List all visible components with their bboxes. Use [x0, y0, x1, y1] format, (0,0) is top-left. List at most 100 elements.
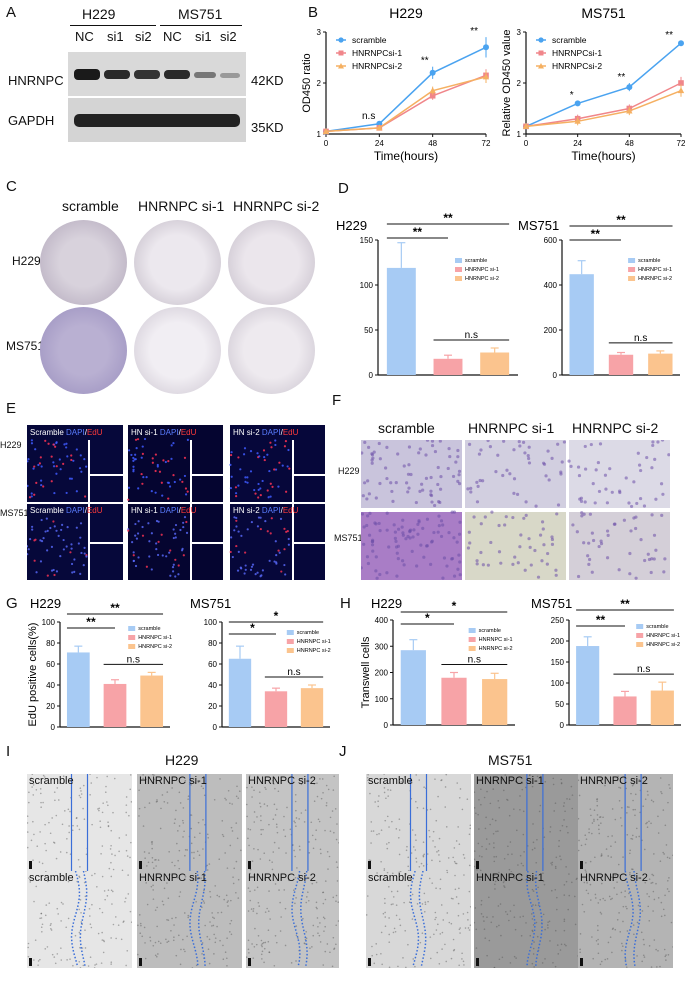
- y-axis-label: Relative OD450 value: [501, 29, 513, 136]
- significance-label: n.s: [287, 667, 300, 678]
- scale-bar: [368, 958, 371, 966]
- legend-label: HNRNPC si-1: [465, 267, 499, 273]
- legend-swatch: [628, 258, 636, 263]
- scale-bar: [29, 958, 32, 966]
- panel-label-g: G: [6, 595, 18, 612]
- bar: [140, 675, 164, 727]
- data-point: [482, 73, 490, 80]
- lane-label: si2: [135, 29, 152, 44]
- wound-edge-line: [418, 871, 427, 968]
- x-tick-label: 72: [482, 139, 491, 148]
- legend-label: HNRNPC si-2: [138, 644, 172, 650]
- chart-title: MS751: [581, 5, 626, 21]
- edu-caption: HN si-2 DAPI/EdU: [233, 428, 299, 437]
- legend-marker: [538, 37, 544, 43]
- y-tick-label: 2: [317, 79, 322, 88]
- chart-title: MS751: [190, 596, 231, 611]
- data-point: [626, 84, 633, 91]
- bar: [228, 658, 252, 727]
- legend-swatch: [636, 633, 644, 638]
- y-tick-label: 1: [317, 130, 322, 139]
- transwell-col-label: HNRNPC si-2: [572, 420, 659, 436]
- series-line: [525, 42, 682, 128]
- data-point: [522, 122, 530, 129]
- y-tick-label: 3: [517, 28, 522, 37]
- x-tick-label: 24: [573, 139, 582, 148]
- significance-label: **: [616, 213, 626, 227]
- legend-swatch: [628, 267, 636, 272]
- edu-caption: HN si-1 DAPI/EdU: [131, 506, 197, 515]
- legend-label: scramble: [465, 258, 487, 264]
- y-axis-label: Transwell cells: [360, 636, 372, 708]
- chart-title: H229: [389, 5, 423, 21]
- significance-label: **: [413, 225, 423, 239]
- significance-label: n.s: [634, 333, 647, 344]
- significance-label: **: [618, 72, 626, 83]
- legend-label: HNRNPCsi-2: [352, 61, 402, 71]
- bar: [480, 352, 510, 375]
- wound-edge-line: [291, 871, 301, 968]
- chart-title: MS751: [518, 218, 559, 233]
- y-tick-label: 100: [375, 695, 389, 704]
- bar: [576, 646, 600, 725]
- scale-bar: [248, 861, 251, 869]
- blot-group-h229: H229: [82, 6, 116, 22]
- scale-bar: [580, 958, 583, 966]
- legend-label: HNRNPCsi-1: [552, 48, 602, 58]
- y-tick-label: 400: [375, 616, 389, 625]
- legend-swatch: [468, 628, 476, 633]
- protein-label-hnrnpc: HNRNPC: [8, 73, 64, 88]
- x-tick-label: 48: [625, 139, 634, 148]
- y-tick-label: 2: [517, 79, 522, 88]
- data-point: [483, 44, 489, 51]
- bar: [569, 274, 594, 375]
- significance-label: **: [110, 601, 120, 615]
- colony-dish: [134, 220, 221, 305]
- wound-edge-line: [189, 871, 199, 968]
- significance-label: **: [591, 227, 601, 241]
- significance-label: **: [596, 613, 606, 627]
- y-tick-label: 0: [553, 371, 558, 380]
- legend-label: HNRNPC si-2: [479, 646, 513, 652]
- y-axis-label: EdU positive cells(%): [27, 623, 39, 727]
- edu-row-label: MS751: [0, 508, 29, 518]
- significance-label: n.s: [362, 111, 375, 122]
- wound-image-label: scramble: [29, 872, 74, 884]
- data-point: [677, 87, 685, 94]
- series-line: [525, 82, 682, 128]
- significance-label: n.s: [637, 664, 650, 675]
- bar: [264, 691, 288, 727]
- legend-swatch: [286, 639, 294, 644]
- wound-image: HNRNPC si-2: [578, 871, 673, 968]
- legend-swatch: [128, 644, 136, 649]
- legend-label: scramble: [297, 630, 319, 636]
- wound-image-label: HNRNPC si-1: [476, 872, 544, 884]
- significance-label: **: [421, 56, 429, 67]
- bar: [400, 650, 426, 725]
- transwell-row-label: MS751: [334, 533, 363, 543]
- y-tick-label: 100: [360, 281, 374, 290]
- panel-label-c: C: [6, 178, 17, 195]
- data-point: [429, 69, 436, 76]
- legend-label: HNRNPCsi-1: [352, 48, 402, 58]
- y-tick-label: 60: [46, 660, 55, 669]
- scale-bar: [476, 861, 479, 869]
- data-point: [322, 127, 330, 134]
- y-tick-label: 40: [46, 681, 55, 690]
- wound-edge-line: [70, 871, 81, 968]
- edu-caption: Scramble DAPI/EdU: [30, 428, 103, 437]
- panel-label-e: E: [6, 400, 17, 417]
- panel-label-d: D: [338, 180, 349, 197]
- legend-label: HNRNPC si-2: [646, 642, 680, 648]
- legend-label: HNRNPC si-1: [638, 267, 672, 273]
- colony-dish: [228, 220, 315, 305]
- wound-image-label: HNRNPC si-1: [139, 775, 207, 787]
- bar: [613, 696, 637, 725]
- blot-group-ms751: MS751: [178, 6, 223, 22]
- y-tick-label: 80: [208, 639, 217, 648]
- blot-image: [68, 52, 246, 142]
- wound-image: HNRNPC si-1: [137, 774, 242, 871]
- legend-swatch: [455, 276, 462, 281]
- scale-bar: [29, 861, 32, 869]
